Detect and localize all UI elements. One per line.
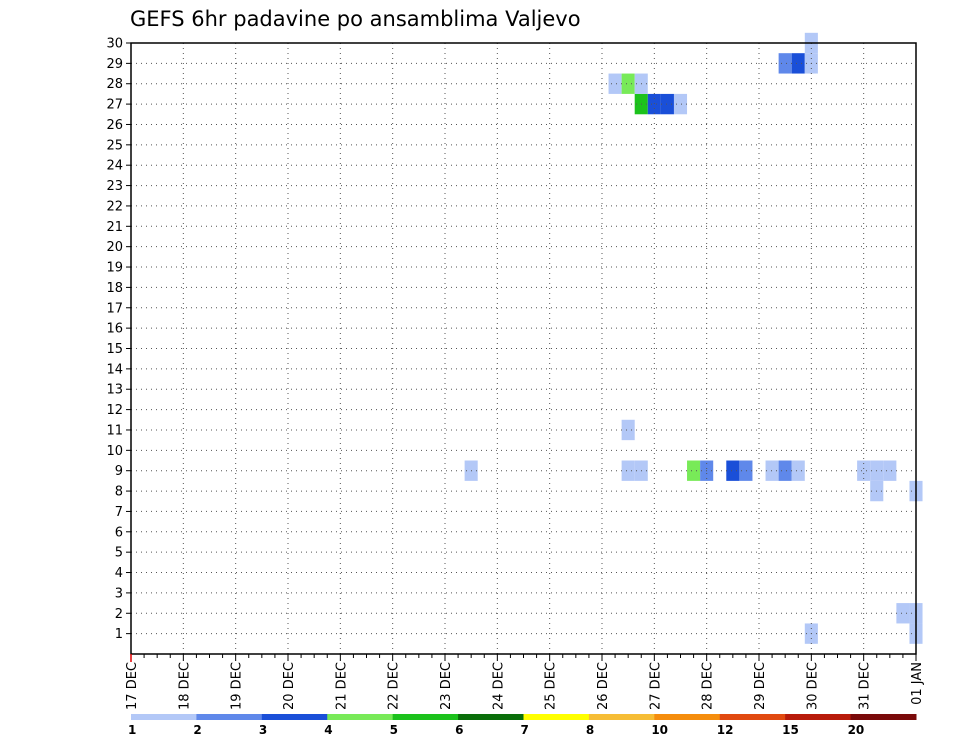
x-tick-label: 31 DEC xyxy=(858,662,873,710)
colorbar-label: 7 xyxy=(521,723,529,737)
y-axis: 1234567891011121314151617181920212223242… xyxy=(106,37,131,642)
y-tick-label: 17 xyxy=(106,301,123,316)
colorbar-segment xyxy=(131,714,197,720)
colorbar-label: 8 xyxy=(586,723,594,737)
y-tick-label: 18 xyxy=(106,281,123,296)
colorbar-segment xyxy=(785,714,852,720)
y-tick-label: 8 xyxy=(115,485,123,500)
heatmap-cells xyxy=(464,32,923,644)
y-tick-label: 7 xyxy=(115,505,123,520)
gridlines xyxy=(131,43,916,654)
colorbar-label: 1 xyxy=(128,723,136,737)
y-tick-label: 28 xyxy=(106,77,123,92)
y-tick-label: 25 xyxy=(106,138,123,153)
colorbar-label: 6 xyxy=(455,723,463,737)
x-tick-label: 28 DEC xyxy=(701,662,716,710)
colorbar-segment xyxy=(458,714,524,720)
precip-cell xyxy=(687,460,701,481)
y-tick-label: 26 xyxy=(106,118,123,133)
precip-cell xyxy=(608,73,622,94)
y-tick-label: 11 xyxy=(106,423,123,438)
x-tick-label: 26 DEC xyxy=(596,662,611,710)
x-tick-label: 01 JAN xyxy=(910,662,925,705)
precip-cell xyxy=(621,460,635,481)
precip-cell xyxy=(726,460,740,481)
y-tick-label: 24 xyxy=(106,159,123,174)
y-tick-label: 2 xyxy=(115,607,123,622)
precip-cell xyxy=(896,603,910,624)
y-tick-label: 27 xyxy=(106,98,123,113)
colorbar-label: 5 xyxy=(390,723,398,737)
x-tick-label: 20 DEC xyxy=(282,662,297,710)
x-tick-label: 24 DEC xyxy=(491,662,506,710)
colorbar-label: 20 xyxy=(848,723,865,737)
colorbar-segment xyxy=(850,714,917,720)
colorbar-segment xyxy=(196,714,263,720)
x-tick-label: 21 DEC xyxy=(334,662,349,710)
colorbar-label: 10 xyxy=(651,723,668,737)
colorbar-label: 12 xyxy=(717,723,734,737)
precip-cell xyxy=(883,460,897,481)
precip-cell xyxy=(778,53,792,74)
y-tick-label: 4 xyxy=(115,566,123,581)
colorbar-segment xyxy=(392,714,459,720)
precip-cell xyxy=(621,419,635,441)
colorbar-segment xyxy=(588,714,655,720)
precip-cell xyxy=(673,93,688,115)
precip-cell xyxy=(765,460,779,481)
colorbar-segment xyxy=(327,714,394,720)
colorbar-label: 3 xyxy=(259,723,267,737)
y-tick-label: 20 xyxy=(106,240,123,255)
y-tick-label: 19 xyxy=(106,261,123,276)
y-tick-label: 1 xyxy=(115,627,123,642)
y-tick-label: 22 xyxy=(106,199,123,214)
y-tick-label: 15 xyxy=(106,342,123,357)
y-tick-label: 10 xyxy=(106,444,123,459)
colorbar-segment xyxy=(261,714,328,720)
precip-cell xyxy=(791,53,805,74)
y-tick-label: 16 xyxy=(106,322,123,337)
y-tick-label: 21 xyxy=(106,220,123,235)
precip-cell xyxy=(739,460,753,481)
x-tick-label: 25 DEC xyxy=(544,662,559,710)
y-tick-label: 12 xyxy=(106,403,123,418)
colorbar-segment xyxy=(523,714,590,720)
precip-cell xyxy=(647,93,661,115)
x-axis: 17 DEC 18 DEC 19 DEC 20 DEC 21 DEC 22 DEC 23 D… xyxy=(125,654,925,710)
precip-cell xyxy=(791,460,805,481)
precip-cell xyxy=(621,73,635,94)
colorbar-label: 15 xyxy=(782,723,799,737)
y-tick-label: 6 xyxy=(115,525,123,540)
plot-frame xyxy=(130,42,917,655)
precip-cell xyxy=(857,460,871,481)
x-tick-label: 22 DEC xyxy=(387,662,402,710)
colorbar-segment xyxy=(719,714,786,720)
y-tick-label: 29 xyxy=(106,57,123,72)
precip-cell xyxy=(660,93,674,115)
x-tick-label: 18 DEC xyxy=(177,662,192,710)
x-tick-label: 30 DEC xyxy=(805,662,820,710)
y-tick-label: 9 xyxy=(115,464,123,479)
colorbar: 1 2 3 4 5 6 7 8 10 12 15 20 xyxy=(128,714,917,737)
colorbar-label: 2 xyxy=(193,723,201,737)
precip-cell xyxy=(778,460,792,481)
y-tick-label: 14 xyxy=(106,362,123,377)
x-tick-label: 29 DEC xyxy=(753,662,768,710)
y-tick-label: 3 xyxy=(115,586,123,601)
x-tick-label: 19 DEC xyxy=(230,662,245,710)
x-tick-label: 23 DEC xyxy=(439,662,454,710)
y-tick-label: 13 xyxy=(106,383,123,398)
y-tick-label: 30 xyxy=(106,37,123,52)
colorbar-segment xyxy=(654,714,721,720)
chart-title: GEFS 6hr padavine po ansamblima Valjevo xyxy=(130,7,581,31)
colorbar-label: 4 xyxy=(324,723,332,737)
y-tick-label: 5 xyxy=(115,546,123,561)
x-tick-label: 17 DEC xyxy=(125,662,140,710)
x-tick-label: 27 DEC xyxy=(648,662,663,710)
y-tick-label: 23 xyxy=(106,179,123,194)
